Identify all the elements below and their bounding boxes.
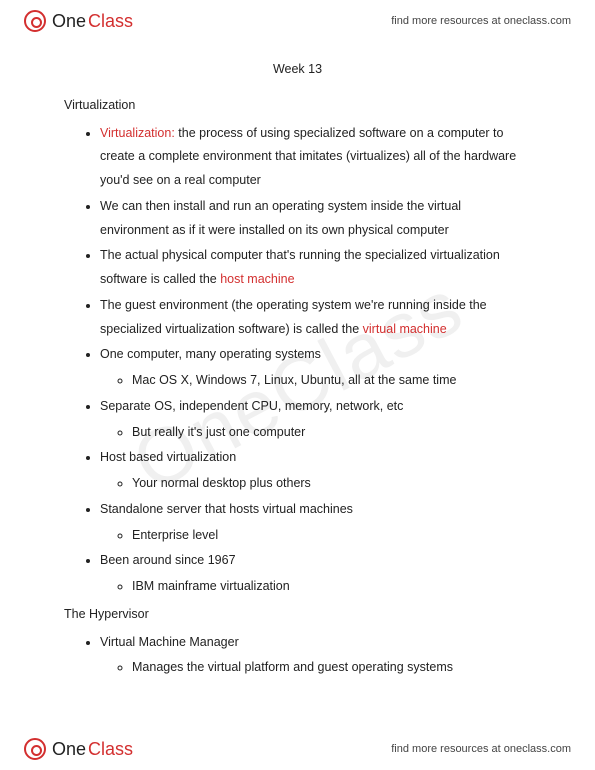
sub-list: Mac OS X, Windows 7, Linux, Ubuntu, all … (100, 369, 531, 393)
bullet-list: Virtual Machine ManagerManages the virtu… (64, 631, 531, 681)
list-item: One computer, many operating systemsMac … (100, 343, 531, 393)
highlight-term: Virtualization: (100, 126, 175, 140)
list-item: Been around since 1967IBM mainframe virt… (100, 549, 531, 599)
section-heading: Virtualization (64, 94, 531, 118)
list-item: Virtual Machine ManagerManages the virtu… (100, 631, 531, 681)
brand-text-one: One (52, 11, 86, 32)
brand-text-class: Class (88, 11, 133, 32)
sub-list: Your normal desktop plus others (100, 472, 531, 496)
page-title: Week 13 (64, 58, 531, 82)
brand-icon (24, 10, 46, 32)
brand-logo-footer: OneClass (24, 738, 133, 760)
footer: OneClass find more resources at oneclass… (0, 728, 595, 770)
list-item: But really it's just one computer (132, 421, 531, 445)
list-item: Virtualization: the process of using spe… (100, 122, 531, 193)
list-item: Manages the virtual platform and guest o… (132, 656, 531, 680)
brand-icon (24, 738, 46, 760)
sub-list: Enterprise level (100, 524, 531, 548)
list-item: The actual physical computer that's runn… (100, 244, 531, 292)
list-item: Host based virtualizationYour normal des… (100, 446, 531, 496)
highlight-term: host machine (220, 272, 294, 286)
list-item: Enterprise level (132, 524, 531, 548)
section-heading: The Hypervisor (64, 603, 531, 627)
resources-link-top[interactable]: find more resources at oneclass.com (391, 15, 571, 27)
sub-list: IBM mainframe virtualization (100, 575, 531, 599)
list-item: Standalone server that hosts virtual mac… (100, 498, 531, 548)
brand-logo: OneClass (24, 10, 133, 32)
document-body: Week 13 Virtualization Virtualization: th… (0, 58, 595, 722)
list-item: We can then install and run an operating… (100, 195, 531, 243)
sub-list: But really it's just one computer (100, 421, 531, 445)
list-item: Your normal desktop plus others (132, 472, 531, 496)
list-item: Mac OS X, Windows 7, Linux, Ubuntu, all … (132, 369, 531, 393)
highlight-term: virtual machine (363, 322, 447, 336)
list-item: Separate OS, independent CPU, memory, ne… (100, 395, 531, 445)
sub-list: Manages the virtual platform and guest o… (100, 656, 531, 680)
list-item: IBM mainframe virtualization (132, 575, 531, 599)
brand-text-class: Class (88, 739, 133, 760)
header: OneClass find more resources at oneclass… (0, 0, 595, 42)
brand-text-one: One (52, 739, 86, 760)
resources-link-bottom[interactable]: find more resources at oneclass.com (391, 743, 571, 755)
bullet-list: Virtualization: the process of using spe… (64, 122, 531, 599)
list-item: The guest environment (the operating sys… (100, 294, 531, 342)
